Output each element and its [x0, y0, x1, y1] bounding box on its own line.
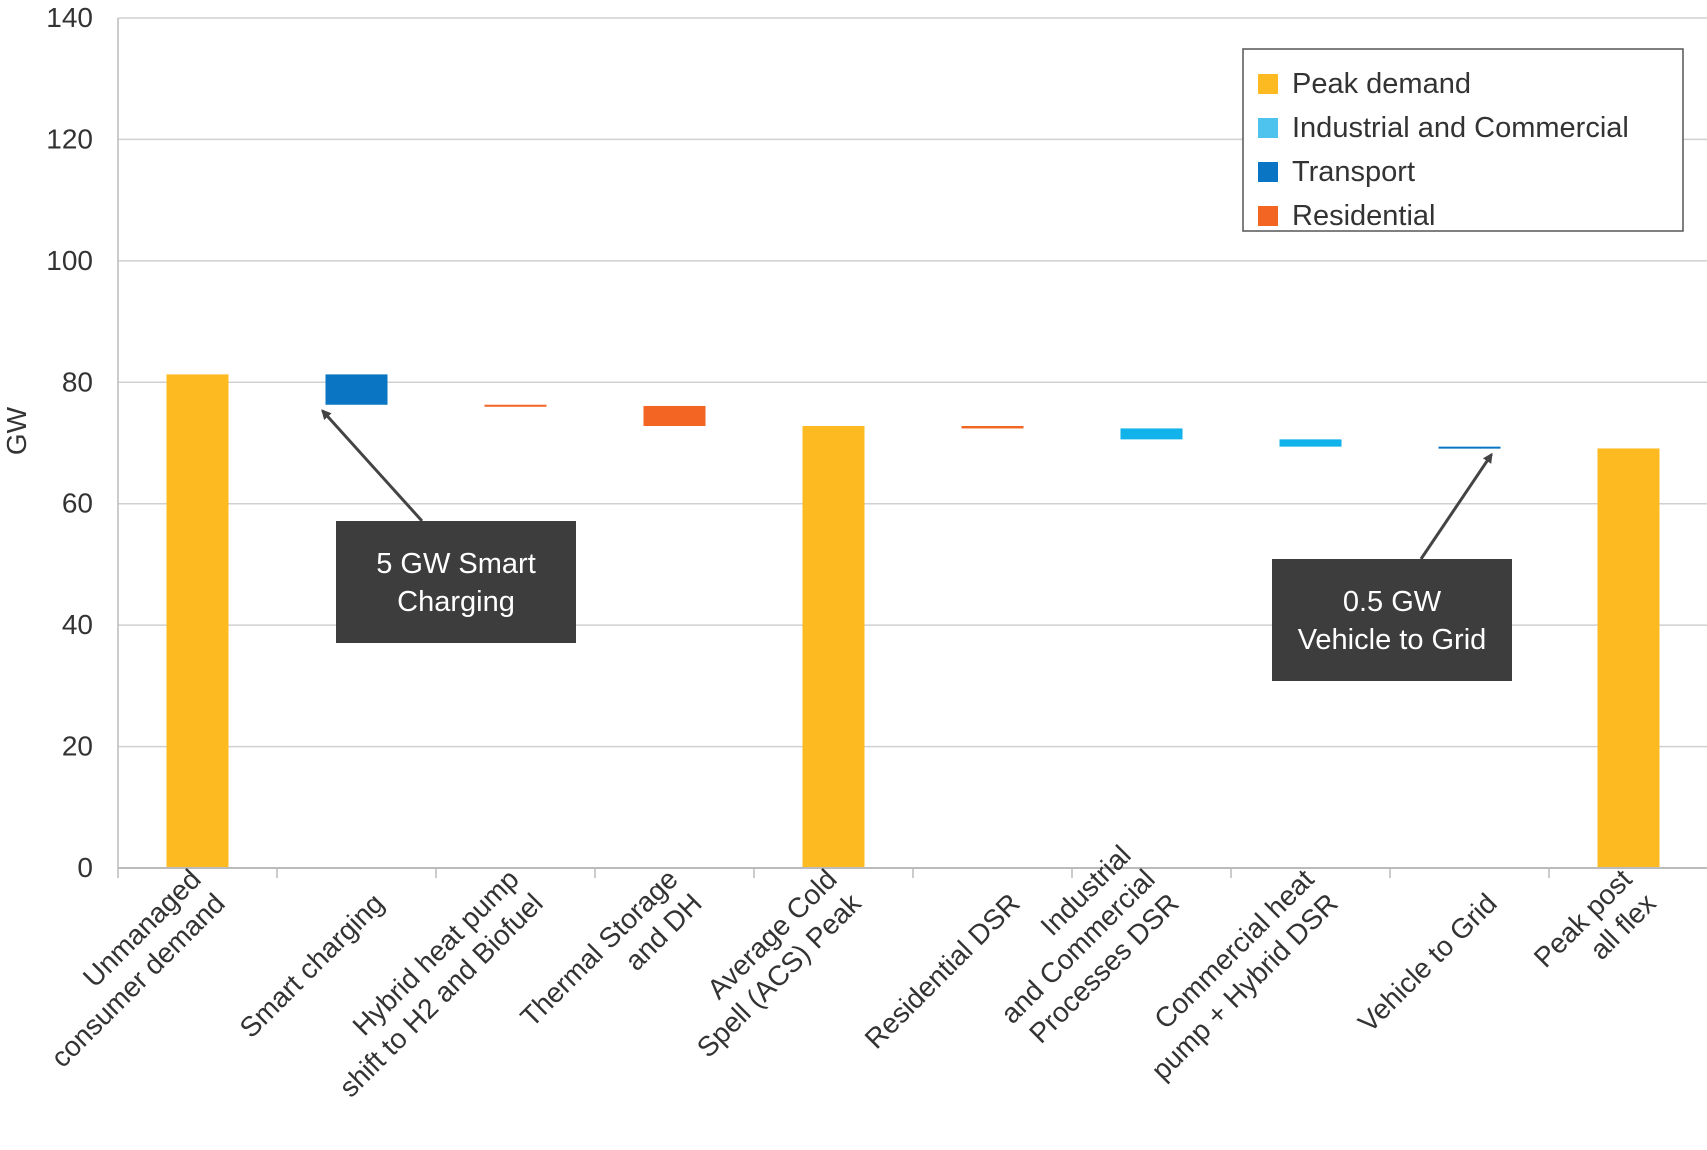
y-tick-label: 20 [62, 731, 93, 762]
y-tick-label: 80 [62, 366, 93, 397]
category-label: Vehicle to Grid [1352, 887, 1503, 1038]
y-tick-label: 0 [77, 852, 93, 883]
legend-box [1242, 48, 1684, 232]
legend-swatch-residential [1258, 206, 1278, 226]
bars [166, 374, 1660, 868]
callout-text: 0.5 GW [1343, 586, 1442, 618]
callout-text: 5 GW Smart [376, 548, 536, 580]
bar-residential [961, 426, 1024, 429]
category-label-line: Vehicle to Grid [1352, 887, 1503, 1038]
legend: Peak demand Industrial and Commercial Tran… [1242, 48, 1684, 232]
bar-peak [1597, 448, 1660, 868]
legend-swatch-industrial [1258, 118, 1278, 138]
callout-arrow [321, 409, 424, 523]
bar-industrial [1279, 439, 1342, 447]
bar-transport [1438, 446, 1501, 449]
callout-box [336, 521, 576, 643]
category-label: Residential DSR [859, 887, 1026, 1054]
y-tick-label: 100 [46, 245, 93, 276]
legend-swatch-peak [1258, 74, 1278, 94]
bar-residential [643, 405, 706, 426]
bar-peak [802, 426, 865, 868]
y-axis: 0 20 40 60 80 100 120 140 [46, 2, 119, 883]
callout-text: Vehicle to Grid [1298, 624, 1487, 656]
y-tick-label: 40 [62, 609, 93, 640]
callout-box [1272, 559, 1512, 681]
legend-label: Industrial and Commercial [1292, 112, 1629, 144]
legend-label: Residential [1292, 200, 1435, 232]
callout-text: Charging [397, 586, 515, 618]
callout-arrow [1419, 452, 1493, 560]
y-tick-label: 140 [46, 2, 93, 33]
y-axis-title: GW [1, 406, 32, 455]
y-tick-label: 60 [62, 488, 93, 519]
bar-residential [484, 404, 547, 407]
legend-label: Transport [1292, 156, 1415, 188]
legend-label: Peak demand [1292, 68, 1471, 100]
bar-industrial [1120, 428, 1183, 440]
y-tick-label: 120 [46, 123, 93, 154]
bar-transport [325, 374, 388, 405]
annotations: 5 GW Smart Charging 0.5 GW Vehicle to Grid [321, 409, 1512, 681]
legend-swatch-transport [1258, 162, 1278, 182]
bar-peak [166, 374, 229, 868]
category-label-line: Residential DSR [859, 887, 1026, 1054]
